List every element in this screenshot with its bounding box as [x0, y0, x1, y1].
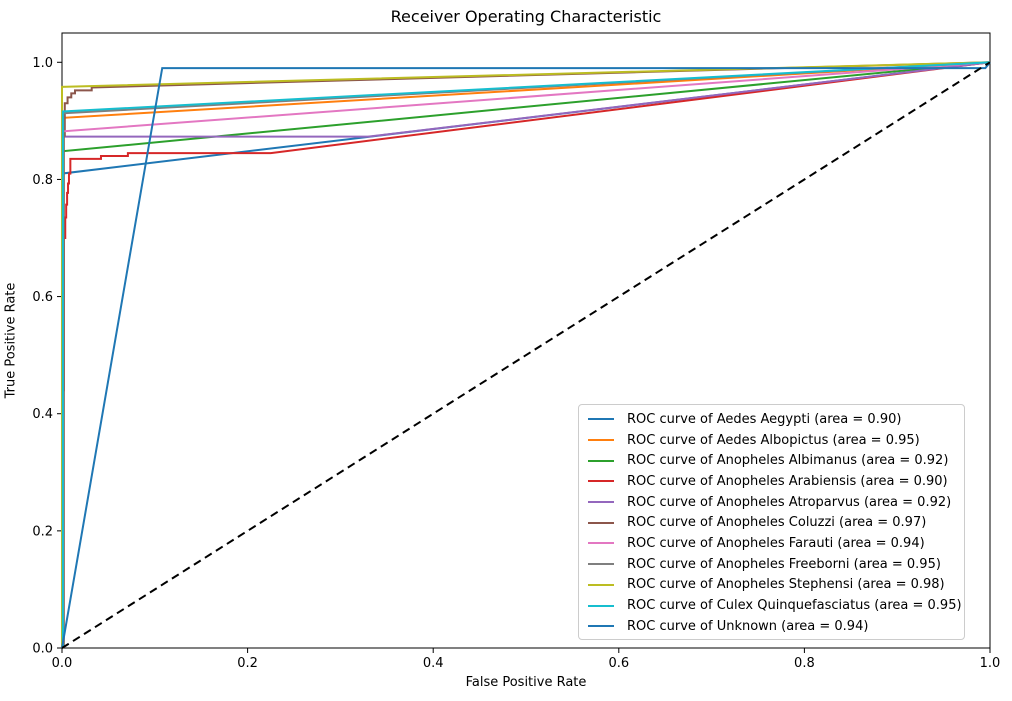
chance-diagonal: [61, 61, 991, 649]
x-tick-label: 0.8: [794, 656, 815, 671]
chart-title: Receiver Operating Characteristic: [390, 7, 662, 26]
legend-label: ROC curve of Anopheles Coluzzi (area = 0…: [627, 515, 927, 531]
legend-item-10: ROC curve of Unknown (area = 0.94): [588, 616, 964, 637]
legend-label: ROC curve of Anopheles Albimanus (area =…: [627, 453, 949, 469]
legend-line-swatch: [588, 521, 614, 524]
x-tick-label: 0.4: [423, 656, 444, 671]
legend-label: ROC curve of Culex Quinquefasciatus (are…: [627, 598, 962, 614]
y-tick-label: 0.2: [32, 524, 53, 539]
x-tick-label: 0.0: [52, 656, 73, 671]
x-tick-label: 0.6: [608, 656, 629, 671]
legend-item-3: ROC curve of Anopheles Arabiensis (area …: [588, 471, 964, 492]
x-tick-label: 1.0: [980, 656, 1001, 671]
legend-line-swatch: [588, 625, 614, 628]
x-axis-label: False Positive Rate: [465, 675, 587, 690]
legend-item-1: ROC curve of Aedes Albopictus (area = 0.…: [588, 430, 964, 451]
legend-label: ROC curve of Unknown (area = 0.94): [627, 618, 869, 634]
y-axis-label: True Positive Rate: [3, 282, 19, 399]
legend-label: ROC curve of Aedes Albopictus (area = 0.…: [627, 432, 920, 448]
legend-item-2: ROC curve of Anopheles Albimanus (area =…: [588, 450, 964, 471]
legend-label: ROC curve of Anopheles Stephensi (area =…: [627, 577, 945, 593]
legend-item-9: ROC curve of Culex Quinquefasciatus (are…: [588, 595, 964, 616]
legend-line-swatch: [588, 583, 614, 586]
y-tick-label: 0.8: [32, 173, 53, 188]
legend-item-7: ROC curve of Anopheles Freeborni (area =…: [588, 554, 964, 575]
y-tick-label: 1.0: [32, 56, 53, 71]
legend-line-swatch: [588, 563, 614, 566]
legend-line-swatch: [588, 542, 614, 545]
legend-line-swatch: [588, 480, 614, 483]
legend-line-swatch: [588, 501, 614, 504]
legend-box: ROC curve of Aedes Aegypti (area = 0.90)…: [578, 404, 965, 640]
roc-curve-9: [61, 61, 991, 648]
y-tick-label: 0.0: [32, 642, 53, 657]
legend-label: ROC curve of Aedes Aegypti (area = 0.90): [627, 411, 902, 427]
legend-label: ROC curve of Anopheles Arabiensis (area …: [627, 473, 948, 489]
legend-line-swatch: [588, 459, 614, 462]
legend-line-swatch: [588, 439, 614, 442]
legend-item-6: ROC curve of Anopheles Farauti (area = 0…: [588, 533, 964, 554]
y-tick-label: 0.4: [32, 407, 53, 422]
legend-line-swatch: [588, 604, 614, 607]
x-tick-label: 0.2: [237, 656, 258, 671]
roc-curve-5: [62, 61, 991, 648]
legend-label: ROC curve of Anopheles Freeborni (area =…: [627, 556, 941, 572]
legend-label: ROC curve of Anopheles Farauti (area = 0…: [627, 535, 925, 551]
legend-item-0: ROC curve of Aedes Aegypti (area = 0.90): [588, 409, 964, 430]
legend-line-swatch: [588, 418, 614, 421]
legend-item-8: ROC curve of Anopheles Stephensi (area =…: [588, 575, 964, 596]
legend-item-4: ROC curve of Anopheles Atroparvus (area …: [588, 492, 964, 513]
roc-curve-10: [61, 61, 991, 649]
legend-item-5: ROC curve of Anopheles Coluzzi (area = 0…: [588, 512, 964, 533]
y-tick-label: 0.6: [32, 290, 53, 305]
legend-label: ROC curve of Anopheles Atroparvus (area …: [627, 494, 952, 510]
